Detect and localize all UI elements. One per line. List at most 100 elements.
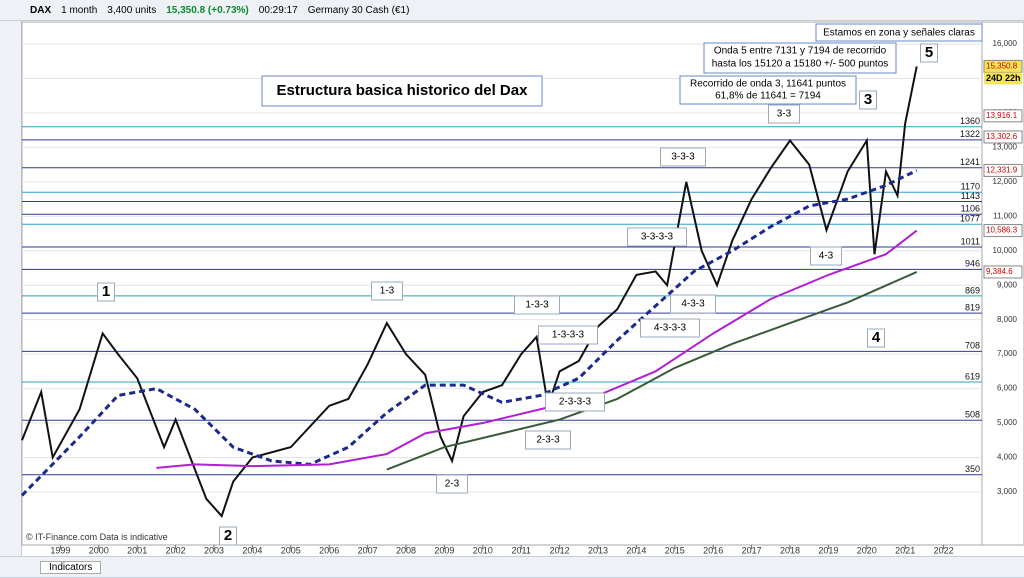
period[interactable]: 1 month	[61, 4, 98, 16]
level-label: 350	[965, 464, 980, 474]
x-tick-label: 2012	[550, 545, 570, 555]
price-tag-label: 13,916.1	[986, 111, 1018, 120]
wave-label: 5	[925, 44, 933, 61]
wave-label: 4	[872, 329, 881, 346]
y-tick-label: 12,000	[993, 177, 1018, 186]
y-tick-label: 10,000	[993, 246, 1018, 255]
y-axis-area	[981, 21, 1024, 546]
x-tick-label: 2019	[818, 545, 838, 555]
x-tick-label: 2005	[281, 545, 301, 555]
wave-label: 2-3	[445, 479, 460, 490]
level-label: 1241	[960, 157, 980, 167]
y-tick-label: 9,000	[997, 280, 1018, 289]
level-label: 1360	[960, 116, 980, 126]
wave-label: 3-3-3	[671, 152, 695, 163]
wave-label: 1	[102, 283, 110, 300]
note: Recorrido de onda 3, 11641 puntos	[690, 79, 846, 90]
x-tick-label: 2009	[434, 545, 454, 555]
y-tick-label: 5,000	[997, 418, 1018, 427]
y-tick-label: 16,000	[993, 39, 1018, 48]
level-label: 508	[965, 410, 980, 420]
wave-box	[640, 318, 700, 338]
wave-box	[219, 526, 237, 546]
level-label: 1106	[961, 204, 980, 214]
x-tick-label: 2003	[204, 545, 224, 555]
x-tick-label: 2015	[665, 545, 685, 555]
x-tick-label: 2022	[934, 545, 954, 555]
y-tick-label: 3,000	[997, 487, 1018, 496]
x-tick-label: 2020	[857, 545, 877, 555]
wave-label: 1-3-3-3	[552, 330, 585, 341]
x-tick-label: 2007	[358, 545, 378, 555]
wave-box	[920, 43, 938, 63]
series-line	[20, 169, 918, 497]
title-box	[261, 75, 543, 107]
clock: 00:29:17	[258, 4, 298, 16]
level-label: 869	[965, 285, 980, 295]
price-tag	[983, 130, 1023, 144]
wave-box	[538, 325, 598, 345]
y-tick-label: 11,000	[993, 211, 1017, 220]
y-tick-label: 13,000	[993, 143, 1018, 152]
price-tag-label: 10,586.3	[986, 226, 1018, 235]
price-tag	[983, 163, 1023, 177]
level-label: 946	[965, 259, 980, 269]
price-tag-label: 15,350.8	[986, 62, 1018, 71]
x-tick-label: 2006	[319, 545, 339, 555]
note: hasta los 15120 a 15180 +/- 500 puntos	[712, 59, 889, 70]
level-label: 1322	[960, 129, 980, 139]
x-tick-label: 2010	[473, 545, 493, 555]
wave-box	[97, 282, 115, 302]
wave-label: 4-3	[819, 251, 834, 262]
wave-label: 3-3-3-3	[641, 232, 674, 243]
level-label: 1077	[960, 214, 980, 224]
wave-label: 1-3-3	[525, 300, 549, 311]
wave-label: 1-3	[380, 286, 395, 297]
price-tag-label: 13,302.6	[986, 132, 1018, 141]
toolbar: DAX 1 month 3,400 units 15,350.8 (+0.73%…	[0, 0, 1024, 21]
x-tick-label: 2013	[588, 545, 608, 555]
wave-box	[514, 295, 560, 315]
x-tick-label: 2001	[127, 545, 147, 555]
x-tick-label: 2004	[242, 545, 262, 555]
wave-box	[859, 90, 877, 110]
wave-box	[436, 474, 468, 494]
wave-label: 2-3-3	[536, 435, 560, 446]
chart: 3,000 4,000 5,000 6,000 7,000 8,000 9,000 10,00…	[20, 21, 1024, 555]
wave-box	[371, 281, 403, 301]
level-label: 819	[965, 303, 980, 313]
chart-title: Estructura basica historico del Dax	[277, 82, 529, 99]
wave-box	[545, 392, 605, 412]
wave-label: 3	[864, 91, 872, 108]
y-tick-label: 6,000	[997, 384, 1018, 393]
y-tick-label: 4,000	[997, 453, 1018, 462]
wave-box	[670, 294, 716, 314]
price-tag	[983, 109, 1023, 123]
wave-label: 3-3	[777, 109, 792, 120]
note: 61,8% de 11641 = 7194	[715, 91, 821, 102]
x-tick-label: 2011	[512, 545, 531, 555]
price-tag	[983, 265, 1023, 279]
footer: Indicators	[0, 556, 1024, 578]
price-tag-label: 12,331.9	[986, 166, 1018, 175]
note-box	[703, 42, 897, 74]
series-line	[156, 229, 918, 469]
x-tick-label: 2017	[742, 545, 762, 555]
symbol[interactable]: DAX	[30, 4, 52, 16]
x-tick-label: 2002	[166, 545, 186, 555]
indicators-button[interactable]: Indicators	[40, 560, 102, 574]
wave-label: 2-3-3-3	[559, 397, 592, 408]
x-tick-label: 2000	[89, 545, 109, 555]
x-tick-label: 2021	[895, 545, 915, 555]
level-label: 708	[965, 341, 980, 351]
wave-label: 2	[224, 527, 232, 544]
y-tick-label: 7,000	[997, 349, 1018, 358]
wave-box	[525, 430, 571, 450]
price-tag-label: 9,384.6	[986, 267, 1013, 276]
units[interactable]: 3,400 units	[107, 4, 157, 16]
level-label: 1011	[961, 236, 980, 246]
level-label: 1170	[961, 182, 980, 192]
wave-label: 4-3-3	[681, 299, 705, 310]
x-tick-label: 2016	[703, 545, 723, 555]
x-tick-label: 2018	[780, 545, 800, 555]
